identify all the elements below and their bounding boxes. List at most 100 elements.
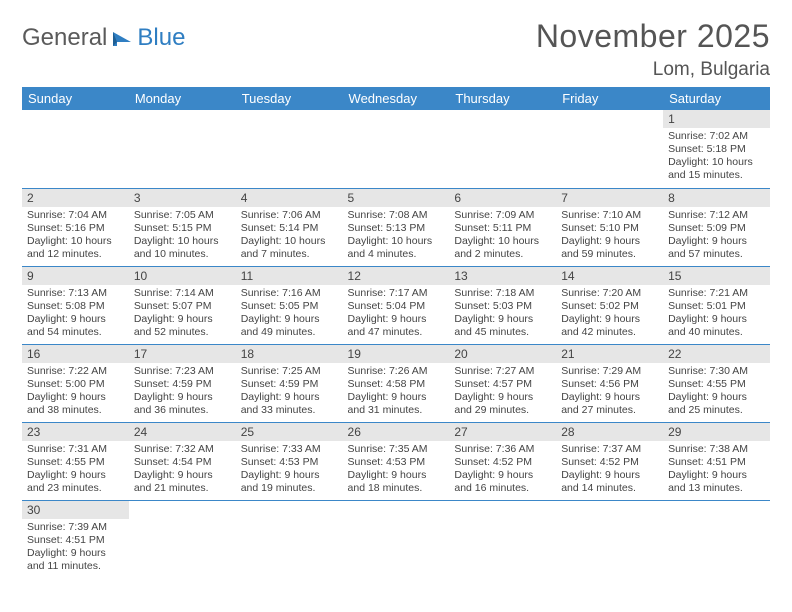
day-details: Sunrise: 7:23 AMSunset: 4:59 PMDaylight:… [129,363,236,422]
sunrise-text: Sunrise: 7:17 AM [348,287,445,300]
day-header: Thursday [449,87,556,110]
day-header: Tuesday [236,87,343,110]
daylight-text: Daylight: 9 hours and 49 minutes. [241,313,338,339]
sunrise-text: Sunrise: 7:05 AM [134,209,231,222]
calendar-cell [449,110,556,188]
day-number: 27 [449,423,556,441]
sunrise-text: Sunrise: 7:26 AM [348,365,445,378]
day-header: Sunday [22,87,129,110]
calendar-week-row: 1Sunrise: 7:02 AMSunset: 5:18 PMDaylight… [22,110,770,188]
calendar-week-row: 9Sunrise: 7:13 AMSunset: 5:08 PMDaylight… [22,266,770,344]
day-number: 2 [22,189,129,207]
daylight-text: Daylight: 9 hours and 21 minutes. [134,469,231,495]
day-number: 21 [556,345,663,363]
header: General Blue November 2025 Lom, Bulgaria [22,18,770,81]
calendar-cell: 30Sunrise: 7:39 AMSunset: 4:51 PMDayligh… [22,500,129,578]
sunrise-text: Sunrise: 7:29 AM [561,365,658,378]
sunset-text: Sunset: 5:15 PM [134,222,231,235]
sunset-text: Sunset: 5:03 PM [454,300,551,313]
day-details: Sunrise: 7:36 AMSunset: 4:52 PMDaylight:… [449,441,556,500]
daylight-text: Daylight: 9 hours and 42 minutes. [561,313,658,339]
day-details: Sunrise: 7:21 AMSunset: 5:01 PMDaylight:… [663,285,770,344]
sunset-text: Sunset: 4:53 PM [241,456,338,469]
calendar-week-row: 16Sunrise: 7:22 AMSunset: 5:00 PMDayligh… [22,344,770,422]
calendar-cell: 16Sunrise: 7:22 AMSunset: 5:00 PMDayligh… [22,344,129,422]
calendar-cell [236,500,343,578]
calendar-cell: 15Sunrise: 7:21 AMSunset: 5:01 PMDayligh… [663,266,770,344]
calendar-cell: 24Sunrise: 7:32 AMSunset: 4:54 PMDayligh… [129,422,236,500]
calendar-cell: 11Sunrise: 7:16 AMSunset: 5:05 PMDayligh… [236,266,343,344]
day-number: 18 [236,345,343,363]
location: Lom, Bulgaria [536,59,770,81]
day-details: Sunrise: 7:35 AMSunset: 4:53 PMDaylight:… [343,441,450,500]
calendar-cell: 9Sunrise: 7:13 AMSunset: 5:08 PMDaylight… [22,266,129,344]
daylight-text: Daylight: 9 hours and 52 minutes. [134,313,231,339]
calendar-cell: 27Sunrise: 7:36 AMSunset: 4:52 PMDayligh… [449,422,556,500]
day-number: 1 [663,110,770,128]
daylight-text: Daylight: 9 hours and 13 minutes. [668,469,765,495]
logo: General Blue [22,24,185,52]
day-number: 12 [343,267,450,285]
calendar-week-row: 2Sunrise: 7:04 AMSunset: 5:16 PMDaylight… [22,188,770,266]
sunset-text: Sunset: 4:55 PM [27,456,124,469]
calendar-cell: 17Sunrise: 7:23 AMSunset: 4:59 PMDayligh… [129,344,236,422]
sunrise-text: Sunrise: 7:02 AM [668,130,765,143]
sunset-text: Sunset: 4:57 PM [454,378,551,391]
daylight-text: Daylight: 10 hours and 10 minutes. [134,235,231,261]
calendar-cell: 3Sunrise: 7:05 AMSunset: 5:15 PMDaylight… [129,188,236,266]
day-details: Sunrise: 7:27 AMSunset: 4:57 PMDaylight:… [449,363,556,422]
day-number: 15 [663,267,770,285]
logo-text-general: General [22,24,107,52]
sunset-text: Sunset: 5:13 PM [348,222,445,235]
day-details: Sunrise: 7:08 AMSunset: 5:13 PMDaylight:… [343,207,450,266]
sunset-text: Sunset: 4:52 PM [454,456,551,469]
sunrise-text: Sunrise: 7:06 AM [241,209,338,222]
sunset-text: Sunset: 4:59 PM [241,378,338,391]
day-number: 30 [22,501,129,519]
daylight-text: Daylight: 9 hours and 16 minutes. [454,469,551,495]
calendar-cell: 12Sunrise: 7:17 AMSunset: 5:04 PMDayligh… [343,266,450,344]
day-header: Friday [556,87,663,110]
calendar-cell [556,500,663,578]
day-details: Sunrise: 7:29 AMSunset: 4:56 PMDaylight:… [556,363,663,422]
calendar-week-row: 23Sunrise: 7:31 AMSunset: 4:55 PMDayligh… [22,422,770,500]
month-title: November 2025 [536,18,770,55]
title-block: November 2025 Lom, Bulgaria [536,18,770,81]
day-number: 20 [449,345,556,363]
daylight-text: Daylight: 10 hours and 4 minutes. [348,235,445,261]
calendar-cell: 8Sunrise: 7:12 AMSunset: 5:09 PMDaylight… [663,188,770,266]
sunrise-text: Sunrise: 7:12 AM [668,209,765,222]
calendar-cell: 10Sunrise: 7:14 AMSunset: 5:07 PMDayligh… [129,266,236,344]
day-details: Sunrise: 7:14 AMSunset: 5:07 PMDaylight:… [129,285,236,344]
sunset-text: Sunset: 5:09 PM [668,222,765,235]
daylight-text: Daylight: 9 hours and 18 minutes. [348,469,445,495]
day-number: 8 [663,189,770,207]
sunrise-text: Sunrise: 7:14 AM [134,287,231,300]
calendar-week-row: 30Sunrise: 7:39 AMSunset: 4:51 PMDayligh… [22,500,770,578]
calendar-cell: 18Sunrise: 7:25 AMSunset: 4:59 PMDayligh… [236,344,343,422]
sunset-text: Sunset: 5:01 PM [668,300,765,313]
day-details: Sunrise: 7:18 AMSunset: 5:03 PMDaylight:… [449,285,556,344]
day-details: Sunrise: 7:05 AMSunset: 5:15 PMDaylight:… [129,207,236,266]
sunrise-text: Sunrise: 7:08 AM [348,209,445,222]
day-header: Monday [129,87,236,110]
day-number: 5 [343,189,450,207]
calendar-cell: 1Sunrise: 7:02 AMSunset: 5:18 PMDaylight… [663,110,770,188]
day-details: Sunrise: 7:39 AMSunset: 4:51 PMDaylight:… [22,519,129,578]
calendar-cell: 22Sunrise: 7:30 AMSunset: 4:55 PMDayligh… [663,344,770,422]
calendar-cell [22,110,129,188]
daylight-text: Daylight: 9 hours and 36 minutes. [134,391,231,417]
day-number: 10 [129,267,236,285]
sunset-text: Sunset: 5:16 PM [27,222,124,235]
sunset-text: Sunset: 4:56 PM [561,378,658,391]
calendar-table: Sunday Monday Tuesday Wednesday Thursday… [22,87,770,578]
day-number: 29 [663,423,770,441]
sunset-text: Sunset: 4:51 PM [668,456,765,469]
calendar-cell: 25Sunrise: 7:33 AMSunset: 4:53 PMDayligh… [236,422,343,500]
calendar-cell: 23Sunrise: 7:31 AMSunset: 4:55 PMDayligh… [22,422,129,500]
calendar-cell [449,500,556,578]
daylight-text: Daylight: 9 hours and 29 minutes. [454,391,551,417]
day-details: Sunrise: 7:06 AMSunset: 5:14 PMDaylight:… [236,207,343,266]
day-details: Sunrise: 7:31 AMSunset: 4:55 PMDaylight:… [22,441,129,500]
sunrise-text: Sunrise: 7:35 AM [348,443,445,456]
